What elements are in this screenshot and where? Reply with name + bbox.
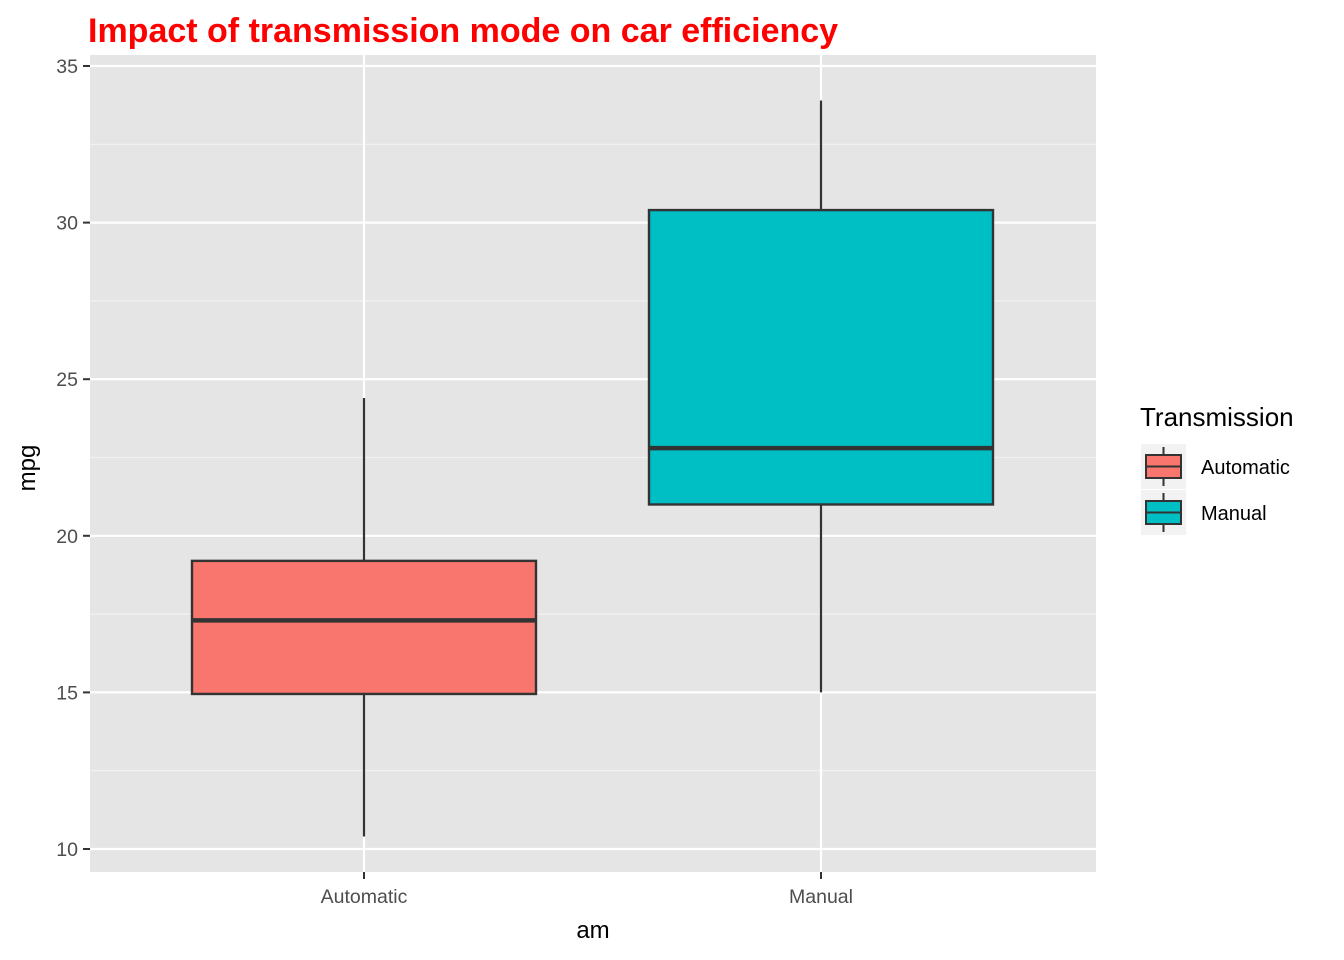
box-body — [647, 208, 995, 506]
y-tick-label: 20 — [56, 526, 78, 548]
x-tick-label: Automatic — [321, 886, 408, 908]
x-axis-title: am — [576, 917, 609, 944]
x-tick-label: Manual — [789, 886, 853, 908]
legend-key-automatic — [1141, 444, 1186, 489]
y-axis-title: mpg — [14, 445, 41, 492]
chart-title: Impact of transmission mode on car effic… — [88, 12, 838, 50]
y-axis: 10 15 20 25 30 35 — [56, 56, 90, 861]
y-tick-label: 30 — [56, 213, 78, 235]
y-tick-label: 15 — [56, 682, 78, 704]
box-body — [190, 559, 538, 696]
y-tick-label: 35 — [56, 56, 78, 78]
legend-label: Automatic — [1201, 457, 1290, 479]
y-tick-label: 25 — [56, 369, 78, 391]
y-tick-label: 10 — [56, 839, 78, 861]
box-automatic — [190, 397, 538, 837]
legend-title: Transmission — [1140, 402, 1294, 432]
boxes — [190, 100, 995, 837]
legend: Transmission Automatic Manual — [1140, 402, 1294, 535]
box-manual — [647, 100, 995, 693]
x-axis: Automatic Manual — [321, 872, 853, 908]
legend-label: Manual — [1201, 503, 1267, 525]
legend-key-manual — [1141, 490, 1186, 535]
